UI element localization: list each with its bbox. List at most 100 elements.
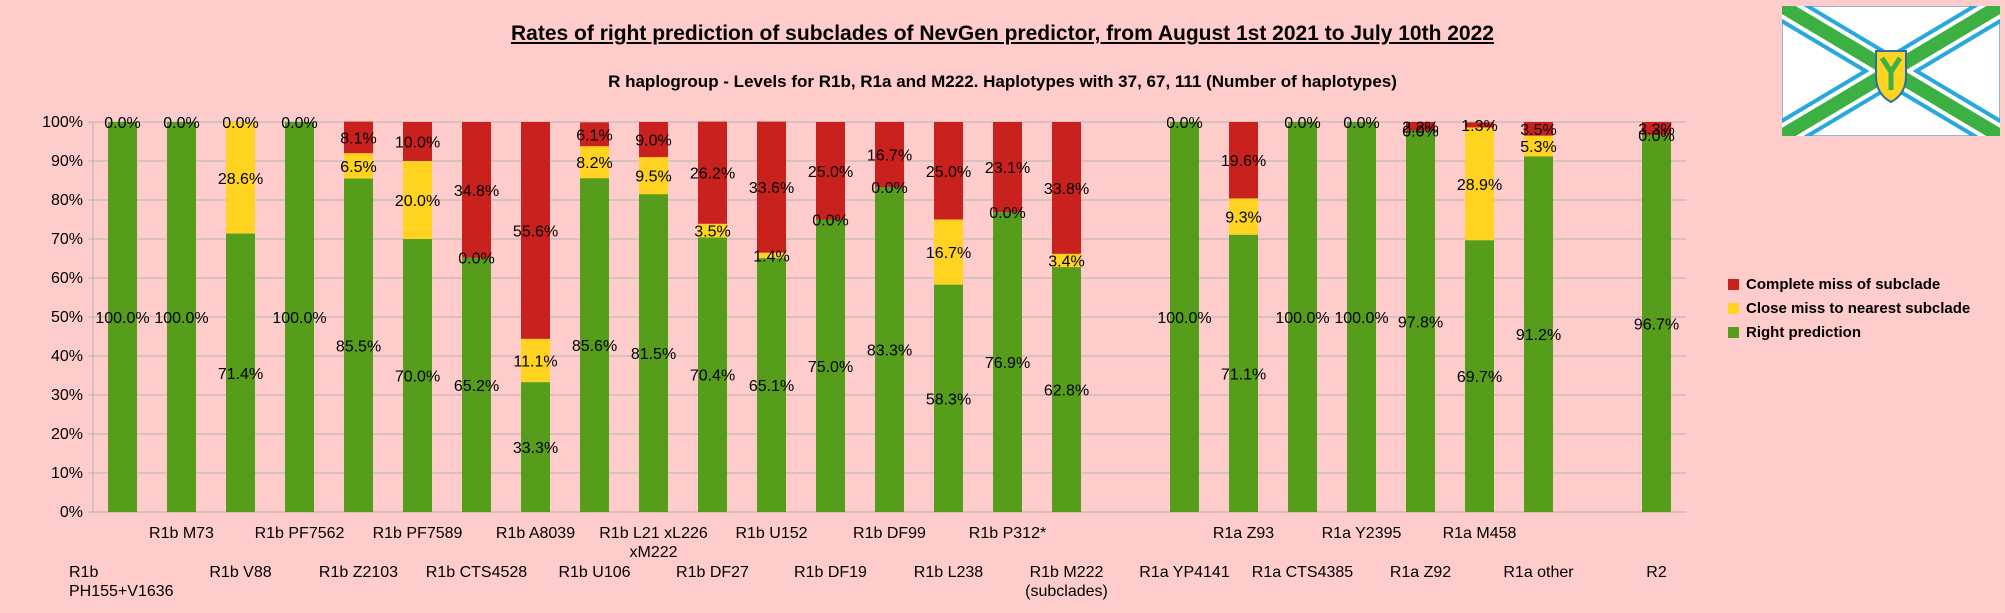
data-label: 100.0%	[1157, 310, 1211, 327]
bar-segment-complete-miss	[580, 122, 609, 147]
data-label: 3.3%	[1638, 121, 1674, 138]
data-label: 9.0%	[635, 133, 671, 150]
bar-segment-complete-miss	[875, 122, 904, 188]
legend-swatch-close-miss	[1728, 302, 1739, 314]
x-tick-label: R1b	[69, 564, 98, 581]
bar-segment-complete-miss	[934, 122, 963, 220]
bar-segment-close-miss	[698, 223, 727, 238]
data-label: 65.2%	[454, 378, 499, 395]
bar-segment-close-miss	[521, 338, 550, 383]
x-tick-label: R1b U106	[558, 564, 630, 581]
bar-segment-complete-miss	[344, 121, 373, 154]
x-tick-label: R1b M73	[149, 525, 214, 542]
legend-item-complete-miss: Complete miss of subclade	[1728, 272, 1970, 296]
bar-segment-right-prediction	[1465, 240, 1494, 513]
data-label: 0.0%	[104, 115, 140, 132]
data-label: 25.0%	[926, 164, 971, 181]
bar-segment-close-miss	[1229, 198, 1258, 235]
x-tick-label: R1b DF27	[676, 564, 749, 581]
x-tick-label: R1b DF19	[794, 564, 867, 581]
chart-subtitle: R haplogroup - Levels for R1b, R1a and M…	[608, 72, 1397, 91]
bar-segment-complete-miss	[462, 122, 491, 258]
bar-segment-right-prediction	[934, 284, 963, 512]
data-label: 70.4%	[690, 368, 735, 385]
bar-segment-close-miss	[639, 157, 668, 195]
data-label: 1.3%	[1461, 118, 1497, 135]
bar-segment-right-prediction	[108, 122, 137, 512]
data-label: 71.1%	[1221, 366, 1266, 383]
y-tick-label: 10%	[51, 465, 83, 482]
bar-segment-close-miss	[1465, 127, 1494, 241]
data-label: 16.7%	[926, 245, 971, 262]
bar-segment-right-prediction	[226, 233, 255, 513]
data-label: 100.0%	[272, 310, 326, 327]
data-label: 0.0%	[281, 115, 317, 132]
data-label: 100.0%	[1275, 310, 1329, 327]
data-label: 55.6%	[513, 223, 558, 240]
data-label: 10.0%	[395, 135, 440, 152]
x-tick-label: R1b PF7562	[255, 525, 345, 542]
bar-segment-right-prediction	[1170, 122, 1199, 512]
bar-segment-right-prediction	[698, 237, 727, 512]
bar-segment-right-prediction	[1406, 130, 1435, 512]
data-label: 2.2%	[1402, 119, 1438, 136]
y-tick-label: 0%	[60, 504, 83, 521]
data-label: 0.0%	[1166, 115, 1202, 132]
bar-segment-close-miss	[757, 252, 786, 259]
chart-legend: Complete miss of subclade Close miss to …	[1728, 272, 1970, 344]
bar-segment-right-prediction	[757, 258, 786, 512]
bar-segment-right-prediction	[462, 257, 491, 512]
data-label: 0.0%	[871, 180, 907, 197]
bar-segment-close-miss	[1524, 135, 1553, 157]
data-label: 5.3%	[1520, 139, 1556, 156]
data-label: 33.8%	[1044, 181, 1089, 198]
data-label: 20.0%	[395, 193, 440, 210]
bar-segment-close-miss	[934, 219, 963, 285]
data-label: 6.1%	[576, 127, 612, 144]
data-label: 28.9%	[1457, 177, 1502, 194]
bar-segment-close-miss	[226, 122, 255, 234]
y-tick-label: 40%	[51, 348, 83, 365]
bar-segment-close-miss	[344, 153, 373, 179]
data-label: 16.7%	[867, 148, 912, 165]
data-label: 83.3%	[867, 343, 912, 360]
x-tick-label: R1a Z92	[1390, 564, 1451, 581]
bar-segment-complete-miss	[1642, 122, 1671, 135]
bar-segment-right-prediction	[1524, 156, 1553, 512]
bar-segment-complete-miss	[1465, 122, 1494, 128]
data-label: 26.2%	[690, 166, 735, 183]
bar-segment-right-prediction	[639, 194, 668, 512]
y-tick-label: 70%	[51, 231, 83, 248]
data-label: 3.5%	[694, 224, 730, 241]
data-label: 100.0%	[95, 310, 149, 327]
bar-segment-close-miss	[580, 146, 609, 179]
bar-segment-right-prediction	[1229, 234, 1258, 512]
data-label: 97.8%	[1398, 314, 1443, 331]
bar-segment-right-prediction	[1052, 267, 1081, 512]
data-label: 65.1%	[749, 378, 794, 395]
bar-segment-right-prediction	[521, 382, 550, 512]
x-tick-label: R1a Z93	[1213, 525, 1274, 542]
data-label: 0.0%	[222, 115, 258, 132]
data-label: 0.0%	[1638, 128, 1674, 145]
data-label: 11.1%	[513, 353, 557, 370]
x-tick-label: R1b A8039	[496, 525, 575, 542]
bar-segment-complete-miss	[1406, 122, 1435, 131]
legend-swatch-complete-miss	[1728, 278, 1739, 290]
bar-segment-right-prediction	[344, 178, 373, 513]
bar-segment-right-prediction	[1347, 122, 1376, 512]
legend-label-right-prediction: Right prediction	[1746, 323, 1861, 341]
legend-item-close-miss: Close miss to nearest subclade	[1728, 296, 1970, 320]
x-tick-label: R1b V88	[209, 564, 271, 581]
bar-segment-right-prediction	[403, 239, 432, 512]
data-label: 96.7%	[1634, 316, 1679, 333]
bar-segment-right-prediction	[993, 212, 1022, 512]
y-tick-label: 90%	[51, 153, 83, 170]
data-label: 85.6%	[572, 338, 617, 355]
x-tick-label: R1a YP4141	[1139, 564, 1230, 581]
data-label: 9.5%	[635, 169, 671, 186]
x-tick-label: R1a Y2395	[1322, 525, 1402, 542]
bar-segment-right-prediction	[816, 219, 845, 512]
data-label: 33.3%	[513, 440, 558, 457]
y-tick-label: 80%	[51, 192, 83, 209]
